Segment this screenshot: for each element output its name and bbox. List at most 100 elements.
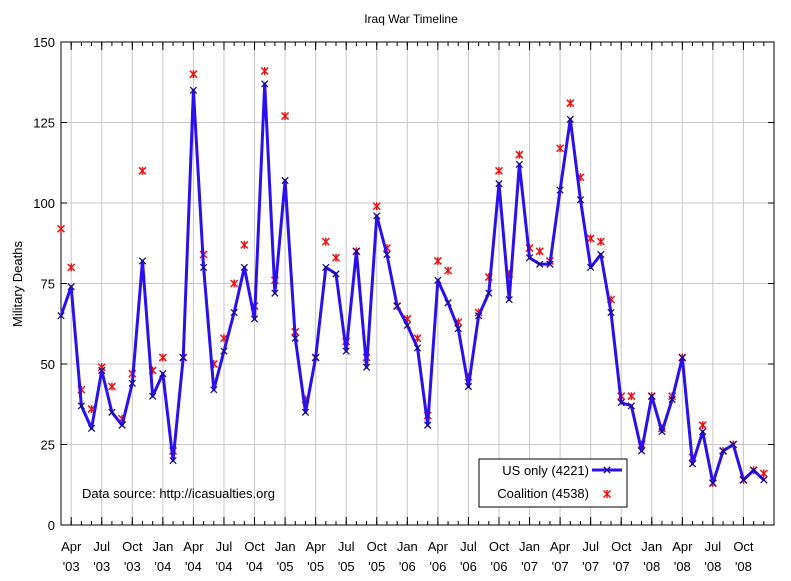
chart-title: Iraq War Timeline bbox=[364, 12, 458, 26]
x-tick-label-month: Oct bbox=[122, 539, 143, 554]
x-marker-stroke bbox=[373, 212, 381, 220]
x-marker-stroke bbox=[546, 260, 554, 268]
y-tick-label: 25 bbox=[41, 438, 55, 453]
us-point bbox=[566, 115, 574, 123]
x-tick-label-year: '04 bbox=[246, 559, 263, 574]
us-point bbox=[138, 257, 147, 265]
coalition-point bbox=[56, 224, 66, 233]
us-point bbox=[525, 254, 534, 262]
us-point bbox=[373, 212, 381, 220]
coalition-point bbox=[321, 237, 330, 246]
x-marker-stroke bbox=[525, 254, 534, 262]
x-tick-label-year: '05 bbox=[338, 559, 355, 574]
x-tick-label-month: Oct bbox=[244, 539, 265, 554]
x-marker-stroke bbox=[210, 386, 218, 394]
us-point bbox=[495, 180, 503, 188]
x-marker-stroke bbox=[668, 395, 676, 404]
us-point bbox=[760, 476, 768, 484]
x-tick-label-year: '03 bbox=[63, 559, 80, 574]
us-point bbox=[57, 312, 65, 320]
us-point bbox=[658, 427, 666, 436]
us-point bbox=[179, 353, 187, 362]
x-marker-stroke bbox=[603, 466, 611, 474]
x-marker-stroke bbox=[383, 250, 391, 259]
legend-box bbox=[478, 458, 628, 508]
x-marker-stroke bbox=[98, 366, 106, 375]
us-point bbox=[729, 440, 737, 449]
y-tick-label: 100 bbox=[33, 196, 55, 211]
x-marker-stroke bbox=[515, 160, 524, 169]
x-tick-label-year: '05 bbox=[368, 559, 385, 574]
x-marker-stroke bbox=[536, 260, 544, 268]
us-point bbox=[464, 382, 473, 391]
x-marker-stroke bbox=[719, 447, 727, 455]
us-point bbox=[210, 386, 218, 394]
x-tick-label-year: '07 bbox=[552, 559, 569, 574]
y-tick-label: 75 bbox=[41, 277, 55, 292]
x-marker-stroke bbox=[362, 363, 371, 371]
y-tick-label: 150 bbox=[33, 35, 55, 50]
x-tick-label-month: Jan bbox=[397, 539, 418, 554]
y-axis-label: Military Deaths bbox=[10, 241, 25, 327]
coalition-point bbox=[189, 70, 198, 79]
x-tick-label-month: Jul bbox=[216, 539, 233, 554]
x-tick-label-year: '05 bbox=[277, 559, 294, 574]
us-point bbox=[607, 308, 615, 317]
us-point bbox=[128, 379, 136, 387]
x-tick-label-year: '07 bbox=[521, 559, 538, 574]
us-point bbox=[118, 421, 126, 429]
y-tick-label: 0 bbox=[48, 518, 55, 533]
x-tick-label-month: Apr bbox=[672, 539, 693, 554]
x-marker-stroke bbox=[607, 308, 615, 317]
legend-swatch-us-marker bbox=[603, 466, 611, 474]
x-marker-stroke bbox=[556, 186, 564, 194]
us-point bbox=[617, 398, 625, 407]
us-point bbox=[536, 260, 544, 268]
us-point bbox=[444, 299, 452, 307]
us-point bbox=[413, 344, 422, 352]
us-point bbox=[749, 466, 758, 474]
x-marker-stroke bbox=[108, 408, 116, 416]
coalition-point bbox=[566, 99, 575, 108]
us-point bbox=[474, 312, 483, 320]
us-point bbox=[87, 424, 96, 433]
x-tick-label-year: '08 bbox=[674, 559, 691, 574]
us-point bbox=[546, 260, 554, 268]
coalition-point bbox=[535, 247, 544, 256]
x-marker-stroke bbox=[485, 289, 493, 297]
x-marker-stroke bbox=[760, 476, 768, 484]
x-tick-label-year: '04 bbox=[185, 559, 202, 574]
us-line bbox=[59, 82, 765, 485]
x-tick-label-month: Jan bbox=[519, 539, 540, 554]
legend: US only (4221) Coalition (4538) bbox=[478, 458, 628, 508]
x-marker-stroke bbox=[118, 421, 126, 429]
coalition-point bbox=[433, 256, 442, 265]
x-marker-stroke bbox=[240, 263, 249, 272]
us-point bbox=[424, 421, 432, 429]
us-point bbox=[597, 250, 605, 259]
x-marker-stroke bbox=[311, 353, 320, 362]
us-point bbox=[648, 392, 656, 400]
x-marker-stroke bbox=[271, 289, 279, 297]
x-marker-stroke bbox=[648, 392, 656, 400]
x-tick-label-month: Jul bbox=[582, 539, 599, 554]
x-marker-stroke bbox=[77, 402, 86, 410]
x-tick-label-month: Jul bbox=[93, 539, 110, 554]
coalition-point bbox=[556, 144, 565, 153]
x-marker-stroke bbox=[138, 257, 147, 265]
us-point bbox=[709, 479, 717, 487]
x-tick-label-month: Jan bbox=[641, 539, 662, 554]
coalition-point bbox=[372, 202, 381, 211]
x-marker-stroke bbox=[149, 392, 157, 400]
us-point bbox=[281, 176, 289, 185]
legend-label-coalition: Coalition (4538) bbox=[497, 486, 589, 501]
x-marker-stroke bbox=[474, 312, 483, 320]
x-tick-label-year: '04 bbox=[154, 559, 171, 574]
us-point bbox=[393, 302, 401, 310]
x-marker-stroke bbox=[444, 299, 452, 307]
x-tick-label-month: Apr bbox=[550, 539, 571, 554]
us-point bbox=[505, 295, 513, 304]
x-marker-stroke bbox=[597, 250, 605, 259]
x-marker-stroke bbox=[637, 447, 646, 455]
